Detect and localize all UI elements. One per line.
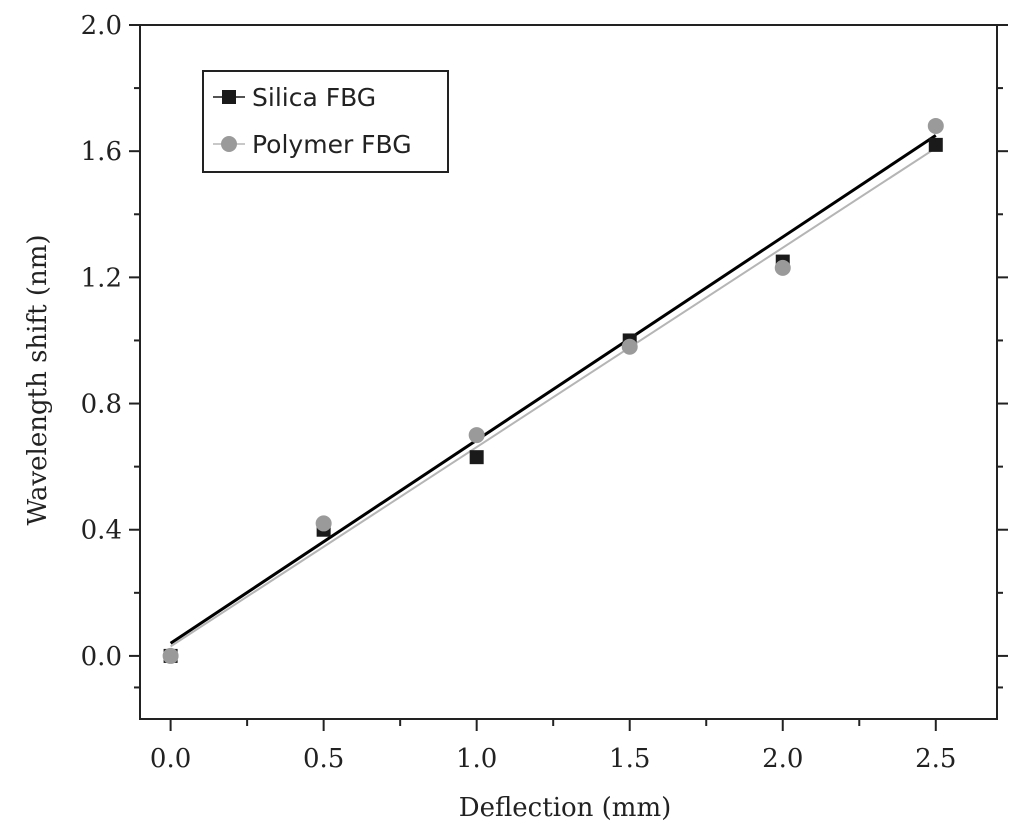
x-tick-label: 2.0 xyxy=(762,744,803,774)
point-silica xyxy=(469,450,484,465)
x-tick-label: 2.5 xyxy=(915,744,956,774)
fit-line-polymer xyxy=(170,147,937,648)
x-tick-label: 1.5 xyxy=(609,744,650,774)
point-polymer xyxy=(315,515,332,532)
point-polymer xyxy=(468,427,485,444)
x-tick-label: 0.0 xyxy=(150,744,191,774)
legend-entry-silica: Silica FBG xyxy=(213,83,376,112)
x-tick-label: 0.5 xyxy=(303,744,344,774)
legend-entry-polymer: Polymer FBG xyxy=(213,130,412,159)
point-polymer xyxy=(621,338,638,355)
data-points xyxy=(162,117,944,664)
x-axis-ticks: 0.0 0.5 1.0 1.5 2.0 2.5 xyxy=(150,719,956,774)
point-silica xyxy=(928,137,943,152)
y-tick-label: 0.4 xyxy=(81,516,122,546)
point-polymer xyxy=(162,647,179,664)
legend-label-silica: Silica FBG xyxy=(252,83,376,112)
y-tick-label: 1.6 xyxy=(81,137,122,167)
y-axis-ticks: 0.0 0.4 0.8 1.2 1.6 2.0 xyxy=(81,11,1008,689)
fit-line-silica xyxy=(169,134,937,645)
y-tick-label: 0.0 xyxy=(81,642,122,672)
legend-marker-silica xyxy=(222,90,236,104)
legend-box xyxy=(202,70,449,173)
y-axis-title: Wavelength shift (nm) xyxy=(23,234,53,525)
x-axis-title: Deflection (mm) xyxy=(459,793,672,823)
point-polymer xyxy=(774,259,791,276)
y-tick-label: 1.2 xyxy=(81,263,122,293)
plot-frame xyxy=(139,24,998,720)
y-tick-label: 0.8 xyxy=(81,390,122,420)
point-polymer xyxy=(927,117,944,134)
legend-marker-polymer xyxy=(221,136,237,152)
fit-lines xyxy=(169,134,937,648)
x-tick-label: 1.0 xyxy=(456,744,497,774)
legend-label-polymer: Polymer FBG xyxy=(252,130,412,159)
y-tick-label: 2.0 xyxy=(81,11,122,41)
legend: Silica FBG Polymer FBG xyxy=(202,70,449,173)
